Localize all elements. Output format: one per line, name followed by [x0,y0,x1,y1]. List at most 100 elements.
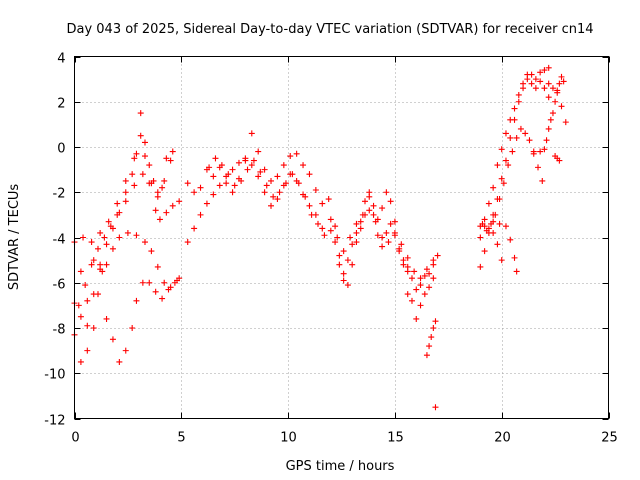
data-point [357,225,364,232]
data-point [349,261,356,268]
data-point [129,171,136,178]
data-point [374,232,381,239]
data-point [295,180,302,187]
data-point [426,270,433,277]
data-point [148,248,155,255]
data-point [545,125,552,132]
y-tick-label: -10 [44,368,65,383]
data-point [366,207,373,214]
data-point [235,159,242,166]
data-point [280,162,287,169]
data-point [216,182,223,189]
data-point [268,177,275,184]
data-point [413,315,420,322]
data-point [141,153,148,160]
data-point [80,234,87,241]
data-point [556,157,563,164]
data-point [417,282,424,289]
data-point [161,177,168,184]
data-point [257,168,264,175]
data-point [315,220,322,227]
data-point [417,302,424,309]
series-arc-17 [477,71,552,241]
data-point [526,137,533,144]
data-point [94,245,101,252]
data-point [302,193,309,200]
data-point [197,211,204,218]
data-point [359,211,366,218]
data-point [353,239,360,246]
data-point [404,254,411,261]
data-point [556,80,563,87]
data-point [336,261,343,268]
x-axis-label: GPS time / hours [286,459,395,474]
data-point [545,64,552,71]
data-point [537,78,544,85]
data-point [154,263,161,270]
data-point [537,69,544,76]
data-point [383,229,390,236]
data-point [543,137,550,144]
data-point [417,275,424,282]
data-point [191,225,198,232]
data-point [116,358,123,365]
data-point [229,189,236,196]
data-point [306,171,313,178]
data-point [560,78,567,85]
data-point [75,302,82,309]
data-point [129,325,136,331]
data-point [191,189,198,196]
data-point [502,223,509,230]
series-arc-16 [477,64,552,270]
data-point [391,232,398,239]
data-point [122,198,129,205]
data-point [494,241,501,248]
data-point [511,105,518,112]
x-axis-ticks: 0 5 10 15 20 25 [71,56,618,446]
data-point [152,207,159,214]
data-point [485,200,492,207]
data-point [107,223,114,230]
data-points [71,64,569,411]
data-point [477,234,484,241]
chart-title: Day 043 of 2025, Sidereal Day-to-day VTE… [66,22,593,37]
data-point [490,229,497,236]
data-point [481,223,488,230]
data-point [507,134,514,141]
data-point [396,248,403,255]
data-point [520,80,527,87]
data-point [218,162,225,169]
data-point [515,91,522,98]
series-arc-18 [479,125,546,234]
data-point [426,284,433,291]
data-point [84,322,91,329]
data-point [327,227,334,234]
data-point [238,177,245,184]
data-point [248,130,255,137]
data-point [411,268,418,275]
data-point [398,241,405,248]
data-point [270,193,277,200]
data-point [165,286,172,293]
data-point [513,134,520,141]
data-point [255,148,262,155]
y-tick-label: -2 [53,187,66,202]
series-arc-07 [184,155,326,246]
data-point [109,245,116,252]
data-point [537,148,544,155]
x-tick-label: 0 [71,431,79,446]
data-point [552,98,559,105]
data-point [139,279,146,286]
data-point [255,173,262,180]
data-point [562,119,569,126]
data-point [133,297,140,304]
data-point [344,257,351,264]
data-point [261,166,268,173]
series-arc-21 [530,148,544,157]
data-point [225,171,232,178]
data-point [327,216,334,223]
data-point [545,94,552,101]
data-point [137,132,144,139]
data-point [349,241,356,248]
